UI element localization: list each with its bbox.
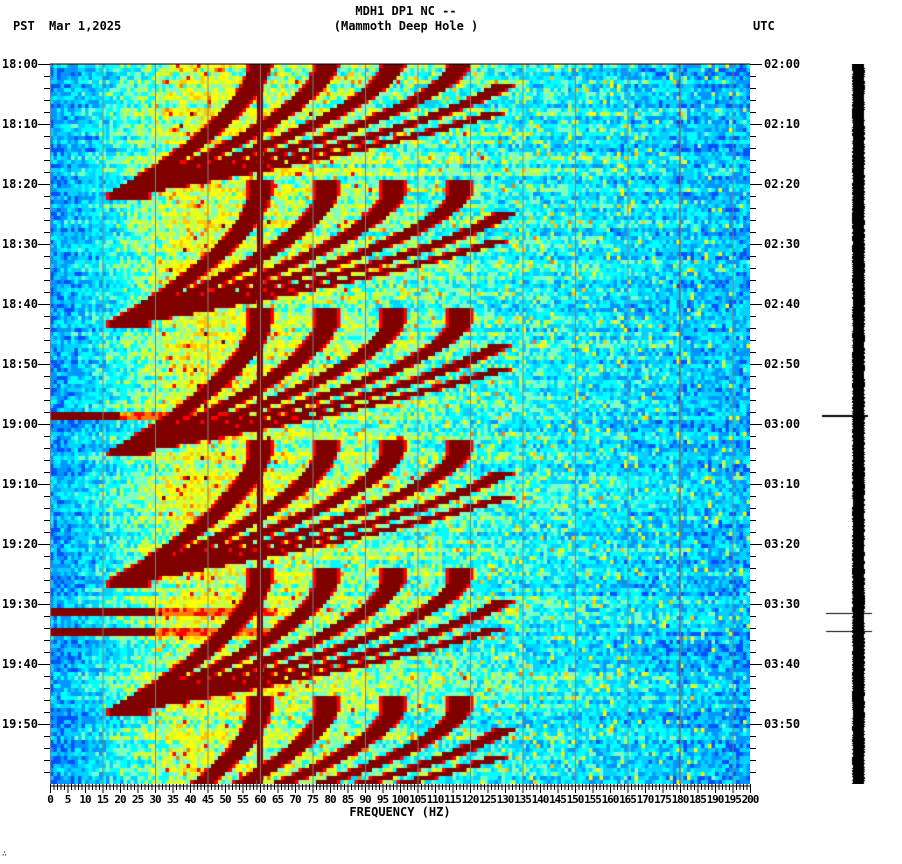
x-tick: 130 [496, 793, 515, 806]
x-tick: 60 [254, 793, 266, 806]
x-tick: 70 [289, 793, 301, 806]
x-tick: 155 [584, 793, 602, 806]
y-tick-left: 18:30 [1, 237, 38, 251]
seismogram-trace [820, 64, 880, 784]
x-tick: 180 [671, 793, 690, 806]
y-tick-left: 19:50 [1, 717, 38, 731]
x-tick: 165 [619, 793, 637, 806]
x-tick: 90 [359, 793, 371, 806]
x-tick: 140 [531, 793, 550, 806]
x-tick: 175 [654, 793, 672, 806]
x-tick: 145 [549, 793, 567, 806]
x-tick: 120 [461, 793, 480, 806]
spectrogram-heatmap [50, 64, 750, 784]
x-tick: 135 [514, 793, 532, 806]
x-tick: 75 [306, 793, 319, 806]
x-tick: 100 [391, 793, 410, 806]
x-tick: 105 [409, 793, 427, 806]
x-tick: 0 [47, 793, 54, 806]
x-tick: 95 [376, 793, 389, 806]
date-label: Mar 1,2025 [49, 19, 122, 33]
x-tick: 195 [724, 793, 742, 806]
x-tick: 65 [271, 793, 284, 806]
left-timezone-label: PST [13, 19, 35, 33]
y-tick-left: 18:50 [1, 357, 38, 371]
y-tick-right: 03:50 [764, 717, 801, 731]
x-tick: 190 [706, 793, 725, 806]
x-tick: 15 [96, 793, 109, 806]
x-tick: 185 [689, 793, 707, 806]
x-tick: 35 [166, 793, 179, 806]
x-tick: 200 [741, 793, 760, 806]
y-tick-right: 02:50 [764, 357, 801, 371]
y-tick-right: 03:30 [764, 597, 801, 611]
y-tick-left: 19:30 [1, 597, 38, 611]
y-tick-left: 18:40 [1, 297, 38, 311]
y-tick-left: 18:00 [1, 57, 38, 71]
x-tick: 150 [566, 793, 585, 806]
y-tick-left: 18:20 [1, 177, 38, 191]
y-tick-right: 03:40 [764, 657, 801, 671]
y-tick-right: 03:20 [764, 537, 801, 551]
y-tick-right: 02:10 [764, 117, 801, 131]
footer-mark: ∴ [2, 849, 7, 858]
x-tick: 170 [636, 793, 655, 806]
x-tick: 125 [479, 793, 497, 806]
y-tick-left: 19:00 [1, 417, 38, 431]
x-tick: 5 [64, 793, 72, 806]
x-tick: 160 [601, 793, 620, 806]
x-tick: 10 [79, 793, 91, 806]
x-tick: 45 [201, 793, 214, 806]
y-tick-right: 03:10 [764, 477, 801, 491]
chart-title-location: (Mammoth Deep Hole ) [333, 19, 479, 33]
x-axis-title: FREQUENCY (HZ) [349, 805, 451, 819]
y-tick-right: 03:00 [764, 417, 801, 431]
y-tick-left: 19:10 [1, 477, 38, 491]
x-tick: 25 [131, 793, 144, 806]
y-tick-right: 02:40 [764, 297, 801, 311]
chart-title-station: MDH1 DP1 NC -- [355, 4, 457, 18]
x-tick: 115 [444, 793, 462, 806]
x-tick: 80 [324, 793, 336, 806]
y-tick-left: 19:40 [1, 657, 38, 671]
y-tick-right: 02:20 [764, 177, 801, 191]
y-tick-left: 19:20 [1, 537, 38, 551]
y-tick-right: 02:30 [764, 237, 801, 251]
x-tick: 20 [114, 793, 126, 806]
y-tick-left: 18:10 [1, 117, 38, 131]
x-tick: 110 [426, 793, 445, 806]
x-tick: 55 [236, 793, 249, 806]
x-tick: 85 [341, 793, 354, 806]
right-timezone-label: UTC [753, 19, 775, 33]
x-tick: 50 [219, 793, 231, 806]
x-tick: 40 [184, 793, 196, 806]
x-tick: 30 [149, 793, 161, 806]
y-tick-right: 02:00 [764, 57, 801, 71]
